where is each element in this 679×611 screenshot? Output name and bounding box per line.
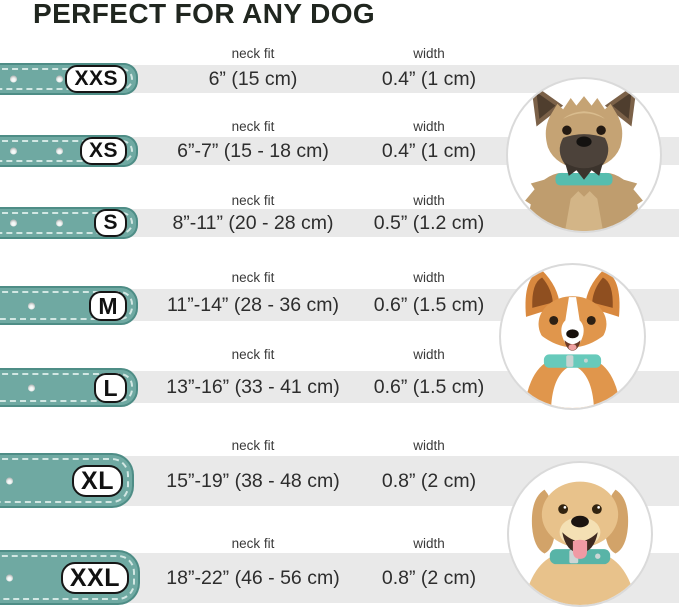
collar-hole	[56, 219, 63, 227]
collar-hole	[28, 302, 35, 309]
column-header-width: width	[413, 46, 445, 61]
column-header-width: width	[413, 347, 445, 362]
column-header-neck-fit: neck fit	[231, 46, 275, 61]
collar-hole	[28, 384, 35, 391]
width-value: 0.8” (2 cm)	[381, 470, 477, 492]
width-value: 0.6” (1.5 cm)	[373, 376, 485, 398]
width-value: 0.5” (1.2 cm)	[373, 212, 485, 234]
column-header-neck-fit: neck fit	[231, 438, 275, 453]
collar-strap: L	[0, 368, 138, 407]
column-header-neck-fit: neck fit	[231, 536, 275, 551]
collar-strap: XS	[0, 135, 138, 167]
neck-fit-value: 8”-11” (20 - 28 cm)	[172, 212, 334, 234]
terrier-dog-illustration	[525, 82, 643, 231]
width-value: 0.4” (1 cm)	[381, 140, 477, 162]
width-value: 0.8” (2 cm)	[381, 567, 477, 589]
neck-fit-value: 13”-16” (33 - 41 cm)	[166, 376, 340, 398]
collar-hole	[10, 75, 17, 83]
dog-photo-labrador	[507, 461, 653, 607]
dog-photo-corgi	[499, 263, 646, 410]
corgi-dog-illustration	[524, 270, 621, 408]
column-header-width: width	[413, 438, 445, 453]
collar-strap: XXS	[0, 63, 138, 95]
collar-hole	[6, 574, 13, 581]
neck-fit-value: 6”-7” (15 - 18 cm)	[177, 140, 329, 162]
neck-fit-value: 18”-22” (46 - 56 cm)	[166, 567, 340, 589]
collar-strap: XL	[0, 453, 134, 508]
size-badge: M	[89, 290, 127, 321]
collar-strap: S	[0, 207, 138, 239]
neck-fit-value: 11”-14” (28 - 36 cm)	[167, 294, 339, 316]
column-header-width: width	[413, 536, 445, 551]
collar-hole	[6, 477, 13, 484]
column-header-neck-fit: neck fit	[231, 347, 275, 362]
page-title: PERFECT FOR ANY DOG	[33, 0, 376, 29]
collar-hole	[56, 147, 63, 155]
collar-hole	[10, 219, 17, 227]
width-value: 0.4” (1 cm)	[381, 68, 477, 90]
neck-fit-value: 15”-19” (38 - 48 cm)	[166, 470, 340, 492]
column-header-width: width	[413, 270, 445, 285]
size-badge: S	[94, 209, 127, 237]
collar-strap: XXL	[0, 550, 140, 605]
column-header-width: width	[413, 193, 445, 208]
neck-fit-value: 6” (15 cm)	[208, 68, 298, 90]
column-header-neck-fit: neck fit	[231, 270, 275, 285]
labrador-dog-illustration	[523, 481, 637, 605]
collar-hole	[10, 147, 17, 155]
column-header-width: width	[413, 119, 445, 134]
size-badge: XXS	[65, 65, 127, 93]
size-badge: L	[94, 372, 127, 403]
collar-hole	[56, 75, 63, 83]
width-value: 0.6” (1.5 cm)	[373, 294, 485, 316]
dog-photo-terrier	[506, 77, 662, 233]
size-badge: XS	[79, 137, 127, 165]
collar-strap: M	[0, 286, 138, 325]
column-header-neck-fit: neck fit	[231, 119, 275, 134]
size-badge: XXL	[60, 561, 129, 594]
size-badge: XL	[72, 464, 123, 497]
column-header-neck-fit: neck fit	[231, 193, 275, 208]
